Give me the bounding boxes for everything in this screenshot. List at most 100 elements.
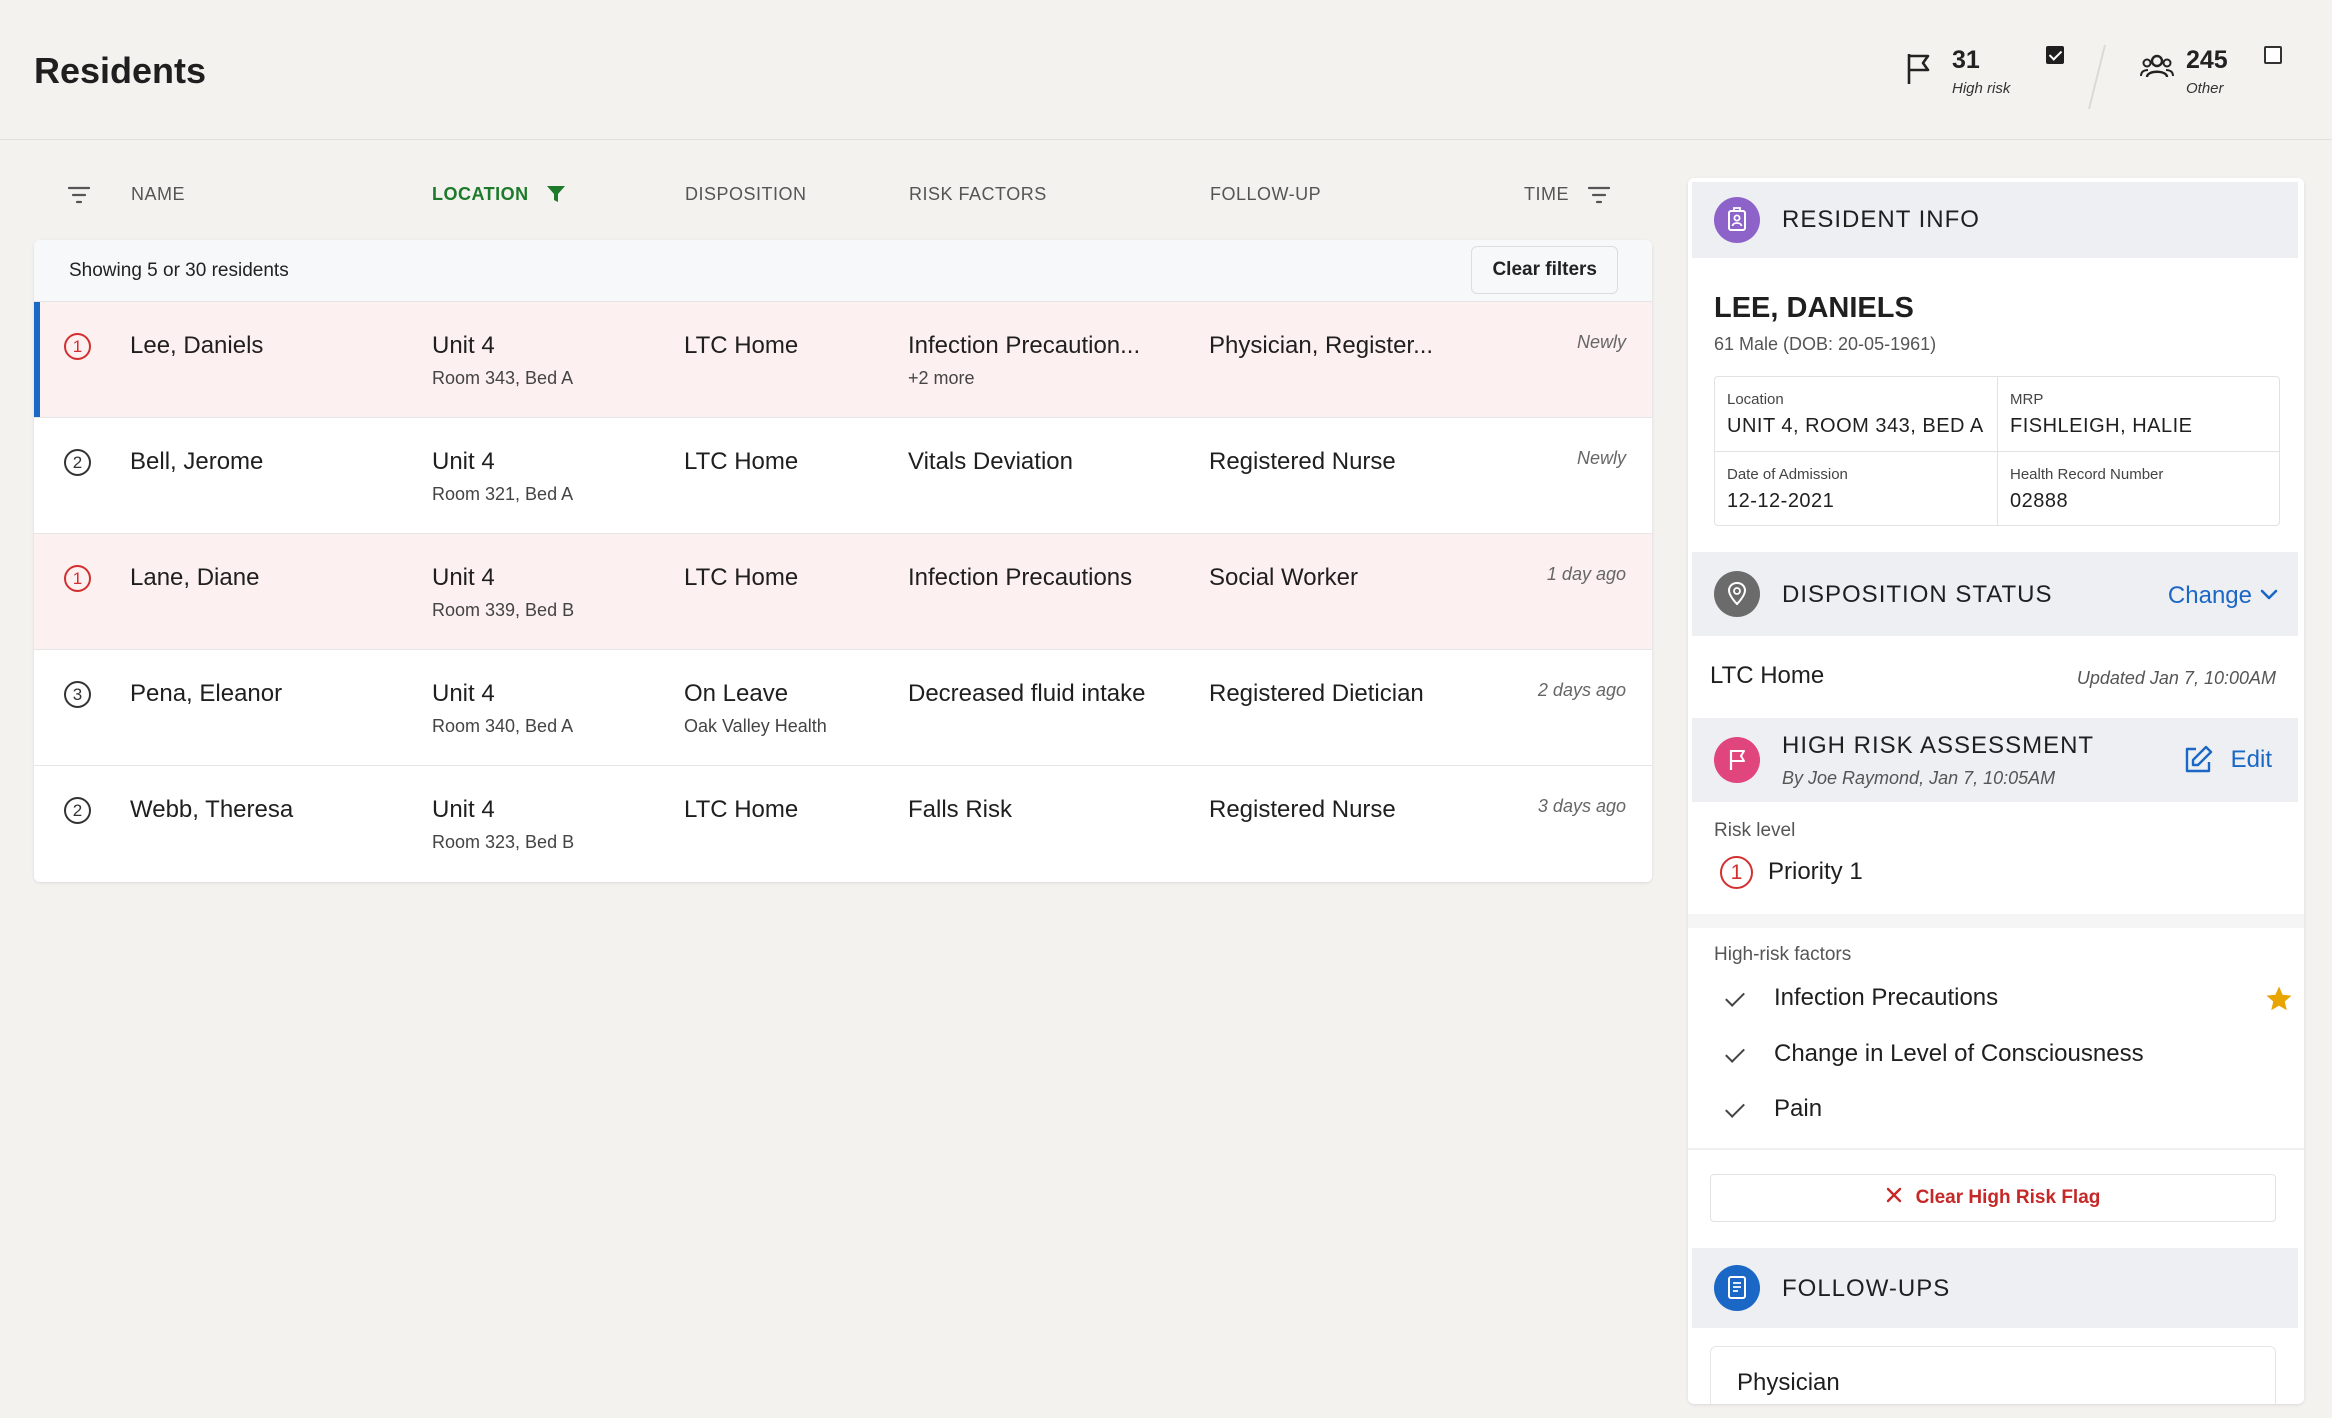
location-field: Location UNIT 4, ROOM 343, BED A [1715, 377, 1997, 451]
table-row[interactable]: 1 Lane, Diane Unit 4 Room 339, Bed B LTC Hom… [34, 534, 1652, 650]
document-icon [1714, 1265, 1760, 1311]
hrn-field: Health Record Number 02888 [1998, 452, 2280, 526]
chevron-down-icon[interactable] [2260, 588, 2278, 602]
column-name[interactable]: NAME [131, 184, 186, 204]
table-row[interactable]: 2 Webb, Theresa Unit 4 Room 323, Bed B LTC H… [34, 766, 1652, 882]
column-disposition[interactable]: DISPOSITION [685, 184, 807, 204]
risk-factor-item: Change in Level of Consciousness [1724, 1038, 2294, 1078]
table-row[interactable]: 2 Bell, Jerome Unit 4 Room 321, Bed A LTC Ho… [34, 418, 1652, 534]
mrp-field: MRP FISHLEIGH, HALIE [1998, 377, 2280, 451]
table-row[interactable]: 1 Lee, Daniels Unit 4 Room 343, Bed A LTC Ho… [34, 302, 1652, 418]
room-cell: Room 321, Bed A [432, 484, 574, 504]
admission-value: 12-12-2021 [1727, 490, 1835, 512]
time-cell: 3 days ago [1537, 796, 1626, 816]
resident-name-cell[interactable]: Webb, Theresa [130, 796, 294, 823]
resident-name: LEE, DANIELS [1714, 292, 1914, 324]
column-follow-up[interactable]: FOLLOW-UP [1210, 184, 1322, 204]
followup-title: Physician [1737, 1369, 1840, 1396]
resident-info-title: RESIDENT INFO [1782, 206, 1980, 233]
follow-up-cell: Physician, Register... [1209, 332, 1434, 359]
followups-title: FOLLOW-UPS [1782, 1275, 1951, 1302]
priority-badge: 1 [64, 333, 91, 360]
followup-card[interactable]: Physician [1710, 1346, 2276, 1404]
other-stat: 245 Other [2140, 44, 2300, 104]
clear-flag-label: Clear High Risk Flag [1915, 1186, 2101, 1208]
mrp-label: MRP [2010, 391, 2044, 408]
risk-factors-cell: Falls Risk [908, 796, 1013, 823]
resident-name-cell[interactable]: Lee, Daniels [130, 332, 264, 359]
section-divider [1688, 1148, 2304, 1150]
column-time[interactable]: TIME [1524, 184, 1569, 204]
time-cell: Newly [1576, 448, 1626, 468]
follow-up-cell: Registered Nurse [1209, 448, 1396, 475]
priority-badge: 1 [64, 565, 91, 592]
id-badge-icon [1714, 197, 1760, 243]
assessment-author: By Joe Raymond, Jan 7, 10:05AM [1782, 768, 2056, 788]
high-risk-count: 31 [1952, 46, 1980, 74]
assessment-header: HIGH RISK ASSESSMENT By Joe Raymond, Jan… [1692, 718, 2298, 802]
filter-lines-icon[interactable] [68, 186, 90, 204]
edit-assessment-button[interactable]: Edit [2230, 746, 2272, 773]
other-checkbox[interactable] [2264, 46, 2282, 64]
star-icon[interactable] [2264, 984, 2294, 1014]
other-label: Other [2186, 80, 2224, 97]
risk-factor-item: Infection Precautions [1724, 982, 2294, 1022]
resident-name-cell[interactable]: Lane, Diane [130, 564, 260, 591]
filter-active-icon[interactable] [546, 184, 566, 204]
hrn-label: Health Record Number [2010, 466, 2164, 483]
risk-factors-cell: Vitals Deviation [908, 448, 1073, 475]
disposition-title: DISPOSITION STATUS [1782, 581, 2053, 608]
time-cell: Newly [1576, 332, 1626, 352]
disposition-sub-cell: Oak Valley Health [684, 716, 827, 736]
page-title: Residents [34, 50, 207, 91]
location-pin-icon [1714, 571, 1760, 617]
clear-high-risk-flag-button[interactable]: Clear High Risk Flag [1710, 1174, 2276, 1222]
resident-name-cell[interactable]: Bell, Jerome [130, 448, 264, 475]
room-cell: Room 343, Bed A [432, 368, 574, 388]
sort-icon[interactable] [1588, 186, 1610, 204]
high-risk-factors-label: High-risk factors [1714, 944, 1852, 965]
disposition-cell: LTC Home [684, 796, 799, 823]
unit-cell: Unit 4 [432, 680, 495, 707]
risk-more-cell[interactable]: +2 more [908, 368, 975, 388]
table-row[interactable]: 3 Pena, Eleanor Unit 4 Room 340, Bed A On Le… [34, 650, 1652, 766]
resident-info-grid: Location UNIT 4, ROOM 343, BED A MRP FIS… [1714, 376, 2280, 526]
unit-cell: Unit 4 [432, 796, 495, 823]
location-value: UNIT 4, ROOM 343, BED A [1727, 415, 1984, 437]
risk-factor-label: Pain [1774, 1095, 1823, 1122]
clear-filters-button[interactable]: Clear filters [1471, 246, 1618, 294]
residents-table: Showing 5 or 30 residents Clear filters … [34, 240, 1652, 882]
hrn-value: 02888 [2010, 490, 2069, 512]
column-risk-factors[interactable]: RISK FACTORS [909, 184, 1047, 204]
risk-factors-cell: Infection Precaution... [908, 332, 1141, 359]
high-risk-stat: 31 High risk [1904, 44, 2084, 104]
showing-count: Showing 5 or 30 residents [69, 260, 289, 281]
room-cell: Room 339, Bed B [432, 600, 575, 620]
header-divider [2088, 44, 2106, 110]
resident-detail-panel: RESIDENT INFO LEE, DANIELS 61 Male (DOB:… [1688, 178, 2304, 1404]
risk-factors-cell: Decreased fluid intake [908, 680, 1146, 707]
table-toolbar: Showing 5 or 30 residents Clear filters [34, 240, 1652, 302]
column-location[interactable]: LOCATION [432, 184, 529, 204]
room-cell: Room 323, Bed B [432, 832, 575, 852]
unit-cell: Unit 4 [432, 448, 495, 475]
admission-label: Date of Admission [1727, 466, 1848, 483]
unit-cell: Unit 4 [432, 332, 495, 359]
check-icon [1725, 987, 1745, 1007]
resident-demographics: 61 Male (DOB: 20-05-1961) [1714, 334, 1937, 354]
time-cell: 1 day ago [1546, 564, 1626, 584]
disposition-cell: LTC Home [684, 332, 799, 359]
mrp-value: FISHLEIGH, HALIE [2010, 415, 2193, 437]
resident-info-header: RESIDENT INFO [1692, 182, 2298, 258]
resident-name-cell[interactable]: Pena, Eleanor [130, 680, 283, 707]
edit-icon[interactable] [2182, 744, 2214, 776]
section-divider [1688, 914, 2304, 928]
disposition-header: DISPOSITION STATUS Change [1692, 552, 2298, 636]
priority-badge: 2 [64, 449, 91, 476]
flag-icon [1714, 737, 1760, 783]
header-bar: Residents 31 High risk 245 Other [0, 4, 2332, 140]
priority-badge: 2 [64, 797, 91, 824]
high-risk-checkbox[interactable] [2046, 46, 2064, 64]
change-disposition-button[interactable]: Change [2167, 582, 2252, 609]
priority-icon: 1 [1720, 856, 1753, 889]
